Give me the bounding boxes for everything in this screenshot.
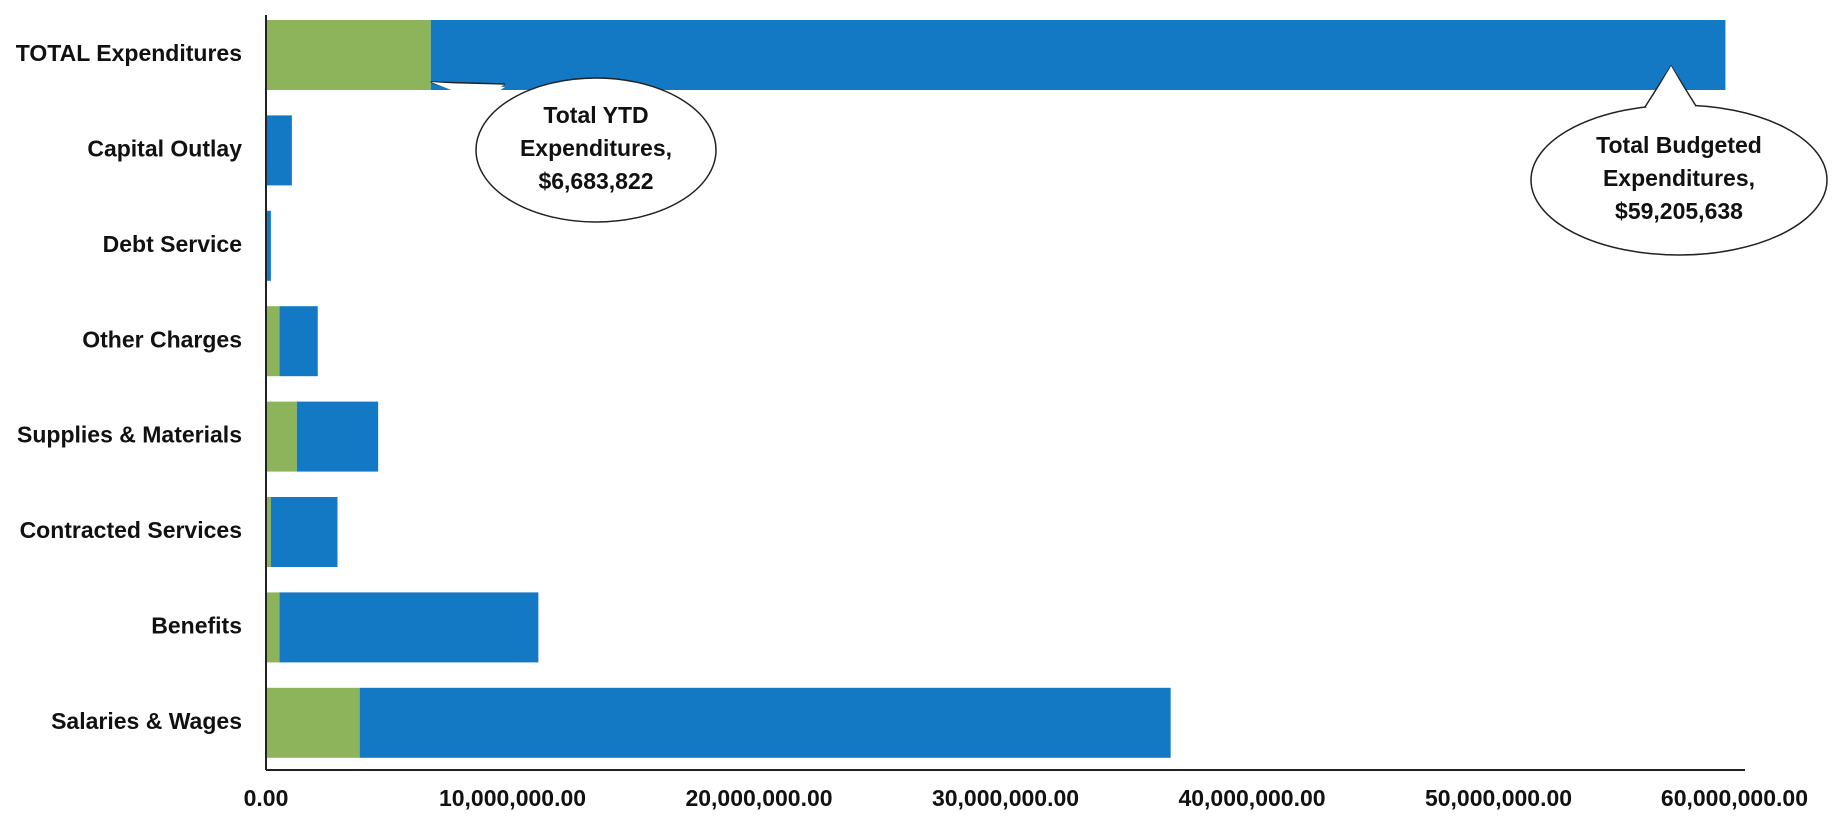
bar-other-charges-series-1 xyxy=(279,306,318,377)
category-label-supplies-and-materials: Supplies & Materials xyxy=(17,422,242,448)
category-label-total-expenditures: TOTAL Expenditures xyxy=(16,40,242,66)
bar-total-expenditures-series-0 xyxy=(266,20,431,90)
x-tick-label-1: 10,000,000.00 xyxy=(439,785,586,811)
bar-contracted-services-series-1 xyxy=(270,497,338,567)
x-tick-label-0: 0.00 xyxy=(244,785,289,811)
callout-1-line-2: $59,205,638 xyxy=(1615,198,1743,224)
x-tick-label-3: 30,000,000.00 xyxy=(932,785,1079,811)
bar-salaries-and-wages-series-0 xyxy=(266,687,360,758)
x-tick-label-6: 60,000,000.00 xyxy=(1661,785,1808,811)
callout-0-line-1: Expenditures, xyxy=(520,135,672,161)
x-tick-label-5: 50,000,000.00 xyxy=(1425,785,1572,811)
bar-total-expenditures-series-1 xyxy=(430,20,1726,90)
bar-benefits-series-1 xyxy=(279,592,539,663)
category-labels: TOTAL Expenditures Capital Outlay Debt Ser… xyxy=(16,40,242,734)
bar-other-charges-series-0 xyxy=(266,306,280,377)
bar-capital-outlay-series-1 xyxy=(266,115,292,186)
x-tick-labels: 0.00 10,000,000.00 20,000,000.00 30,000,000… xyxy=(244,785,1808,811)
callout-1-line-1: Expenditures, xyxy=(1603,165,1755,191)
category-label-other-charges: Other Charges xyxy=(82,326,242,352)
callouts-layer: Total YTD Expenditures, $6,683,822 Total Bu… xyxy=(430,64,1828,256)
bar-salaries-and-wages-series-1 xyxy=(359,687,1171,758)
bar-contracted-services-series-0 xyxy=(266,497,271,567)
x-tick-label-2: 20,000,000.00 xyxy=(685,785,832,811)
bars-layer xyxy=(266,20,1726,758)
x-tick-label-4: 40,000,000.00 xyxy=(1178,785,1325,811)
category-label-contracted-services: Contracted Services xyxy=(20,517,242,543)
bar-supplies-and-materials-series-1 xyxy=(296,401,379,472)
callout-1: Total Budgeted Expenditures, $59,205,638 xyxy=(1530,64,1828,256)
callout-pointer-fill-1 xyxy=(1645,66,1696,110)
callout-0: Total YTD Expenditures, $6,683,822 xyxy=(430,77,717,223)
callout-pointer-fill-0 xyxy=(430,82,505,102)
callout-1-line-0: Total Budgeted xyxy=(1596,132,1762,158)
category-label-capital-outlay: Capital Outlay xyxy=(87,135,242,161)
callout-0-line-2: $6,683,822 xyxy=(538,168,653,194)
bar-debt-service-series-1 xyxy=(266,210,271,281)
category-label-salaries-and-wages: Salaries & Wages xyxy=(51,708,242,734)
category-label-debt-service: Debt Service xyxy=(103,231,242,257)
bar-supplies-and-materials-series-0 xyxy=(266,401,297,472)
callout-bubble-0 xyxy=(475,77,717,223)
callout-0-line-0: Total YTD xyxy=(543,102,648,128)
axes-layer xyxy=(265,15,1745,771)
bar-benefits-series-0 xyxy=(266,592,280,663)
category-label-benefits: Benefits xyxy=(151,612,242,638)
